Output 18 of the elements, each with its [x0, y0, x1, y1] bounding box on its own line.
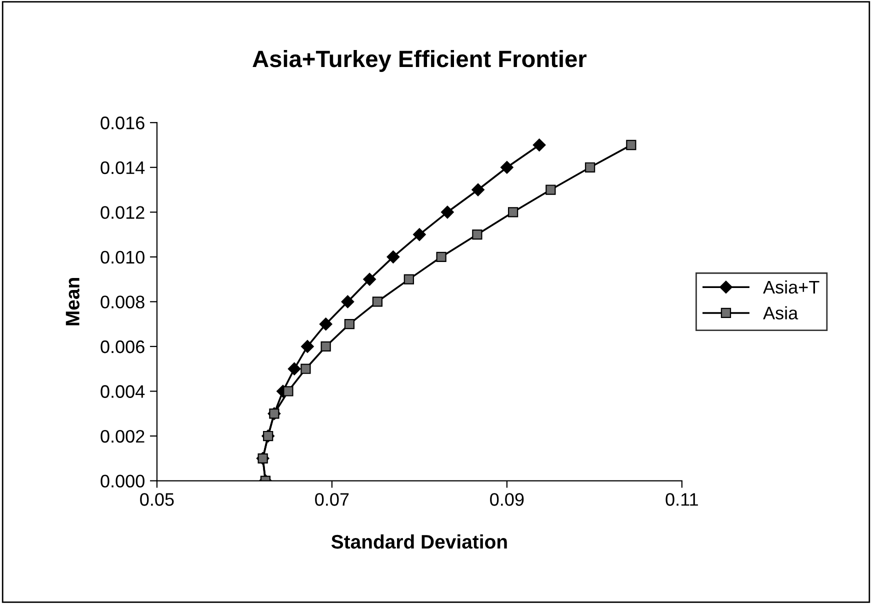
x-tick-label: 0.05 — [140, 493, 174, 506]
legend-label: Asia+T — [763, 280, 820, 294]
y-tick-label: 0.016 — [100, 116, 144, 130]
y-tick-label: 0.004 — [100, 385, 145, 398]
y-tick-label: 0.000 — [100, 474, 144, 488]
x-tick-label: 0.09 — [490, 493, 524, 506]
x-axis-title: Standard Deviation — [331, 534, 507, 549]
x-tick-label: 0.07 — [315, 493, 349, 506]
legend-label: Asia — [763, 306, 798, 320]
y-tick-label: 0.014 — [100, 161, 145, 174]
y-tick-label: 0.006 — [100, 340, 144, 354]
x-tick-label: 0.11 — [666, 493, 698, 506]
y-tick-label: 0.010 — [100, 250, 144, 264]
y-tick-label: 0.002 — [100, 430, 144, 443]
y-tick-label: 0.008 — [100, 296, 144, 308]
y-tick-label: 0.012 — [100, 206, 144, 219]
chart-title: Asia+Turkey Efficient Frontier — [252, 50, 586, 72]
y-axis-title: Mean — [66, 278, 80, 326]
